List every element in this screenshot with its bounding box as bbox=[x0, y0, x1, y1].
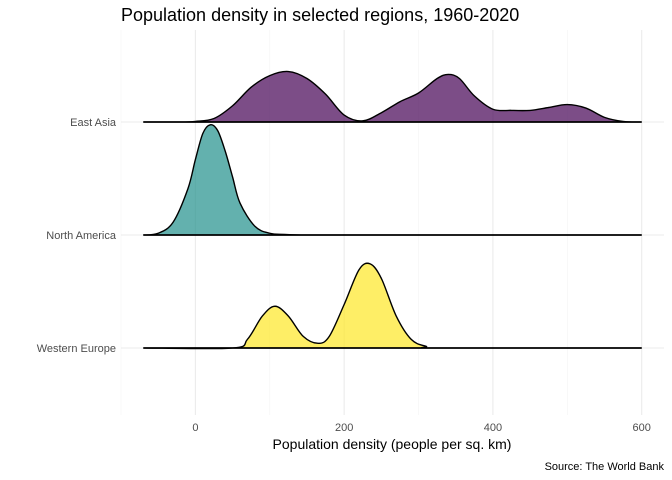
y-tick-label: Western Europe bbox=[37, 343, 116, 355]
x-tick-labels: 0 200 400 600 bbox=[192, 422, 651, 434]
chart-caption: Source: The World Bank bbox=[545, 461, 665, 473]
chart-title: Population density in selected regions, … bbox=[121, 5, 519, 25]
y-tick-labels: East Asia North America Western Europe bbox=[37, 117, 117, 355]
y-tick-label: North America bbox=[46, 230, 117, 242]
ridge-north-america bbox=[143, 124, 642, 236]
x-tick-label: 200 bbox=[335, 422, 353, 434]
ridge-western-europe bbox=[143, 262, 642, 350]
x-tick-label: 600 bbox=[633, 422, 651, 434]
x-tick-label: 0 bbox=[192, 422, 198, 434]
x-axis-title: Population density (people per sq. km) bbox=[273, 436, 512, 452]
ridge-east-asia bbox=[143, 70, 642, 123]
x-tick-label: 400 bbox=[484, 422, 502, 434]
y-tick-label: East Asia bbox=[70, 117, 117, 129]
ridge-layer bbox=[143, 70, 642, 350]
